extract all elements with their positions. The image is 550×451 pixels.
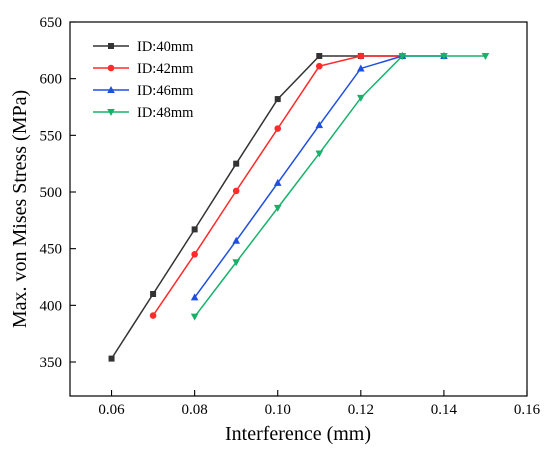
y-tick-label: 550 [40, 128, 63, 144]
data-point [316, 53, 323, 59]
legend-entry: ID:42mm [93, 61, 194, 77]
y-tick-label: 600 [40, 72, 63, 88]
data-point [315, 62, 323, 70]
y-tick-label: 650 [40, 15, 63, 31]
data-point [232, 259, 240, 267]
legend-label: ID:40mm [137, 39, 194, 55]
data-point [315, 150, 324, 158]
data-point [315, 121, 324, 129]
series-line-id-46mm [194, 55, 444, 298]
data-point [232, 236, 240, 244]
legend: ID:40mm ID:42mm ID:46mm ID:48mm [93, 39, 194, 121]
legend-marker [107, 64, 115, 72]
x-tick-label: 0.14 [431, 402, 458, 418]
legend-entry: ID:46mm [93, 83, 194, 99]
series-id-46mm [190, 52, 448, 301]
plot-frame [69, 21, 528, 397]
legend-label: ID:46mm [137, 83, 194, 99]
legend-marker [108, 43, 114, 49]
x-tick-label: 0.08 [182, 402, 208, 418]
y-tick-label: 400 [40, 298, 63, 314]
data-point [190, 313, 199, 321]
y-tick-label: 350 [40, 355, 63, 371]
data-point [191, 251, 198, 258]
y-axis-title: Max. von Mises Stress (MPa) [9, 90, 31, 328]
legend-entry: ID:48mm [93, 105, 194, 121]
data-point [274, 96, 281, 103]
axes-layer: 0.06 0.08 0.10 0.12 0.14 0.16 350 400 450 500 550 6… [40, 15, 541, 418]
legend-entry: ID:40mm [93, 39, 194, 55]
x-tick-label: 0.12 [348, 402, 374, 418]
x-axis-title: Interference (mm) [225, 423, 371, 445]
data-point [357, 52, 365, 60]
legend-label: ID:42mm [137, 61, 194, 77]
legend-marker [107, 86, 115, 93]
data-point [191, 226, 198, 233]
data-point [440, 53, 448, 60]
data-point [233, 160, 240, 167]
legend-label: ID:48mm [137, 105, 194, 121]
series-line-id-40mm [110, 55, 403, 360]
data-point [481, 53, 490, 60]
data-point [357, 94, 365, 102]
data-point [273, 204, 282, 212]
legend-marker [107, 109, 115, 116]
data-point [274, 125, 282, 132]
x-tick-label: 0.16 [514, 402, 541, 418]
data-point [273, 178, 282, 186]
x-tick-label: 0.10 [265, 402, 291, 418]
data-point [357, 64, 365, 72]
series-id-48mm [190, 53, 490, 321]
data-point [150, 291, 157, 297]
data-point [149, 312, 157, 319]
data-point [108, 355, 115, 362]
series-line-id-48mm [194, 55, 486, 318]
x-tick-label: 0.06 [98, 402, 125, 418]
y-tick-label: 450 [40, 242, 63, 258]
data-point [190, 293, 199, 301]
series-layer [108, 52, 490, 362]
data-point [398, 53, 407, 60]
y-tick-label: 500 [40, 185, 63, 201]
data-point [232, 187, 240, 195]
